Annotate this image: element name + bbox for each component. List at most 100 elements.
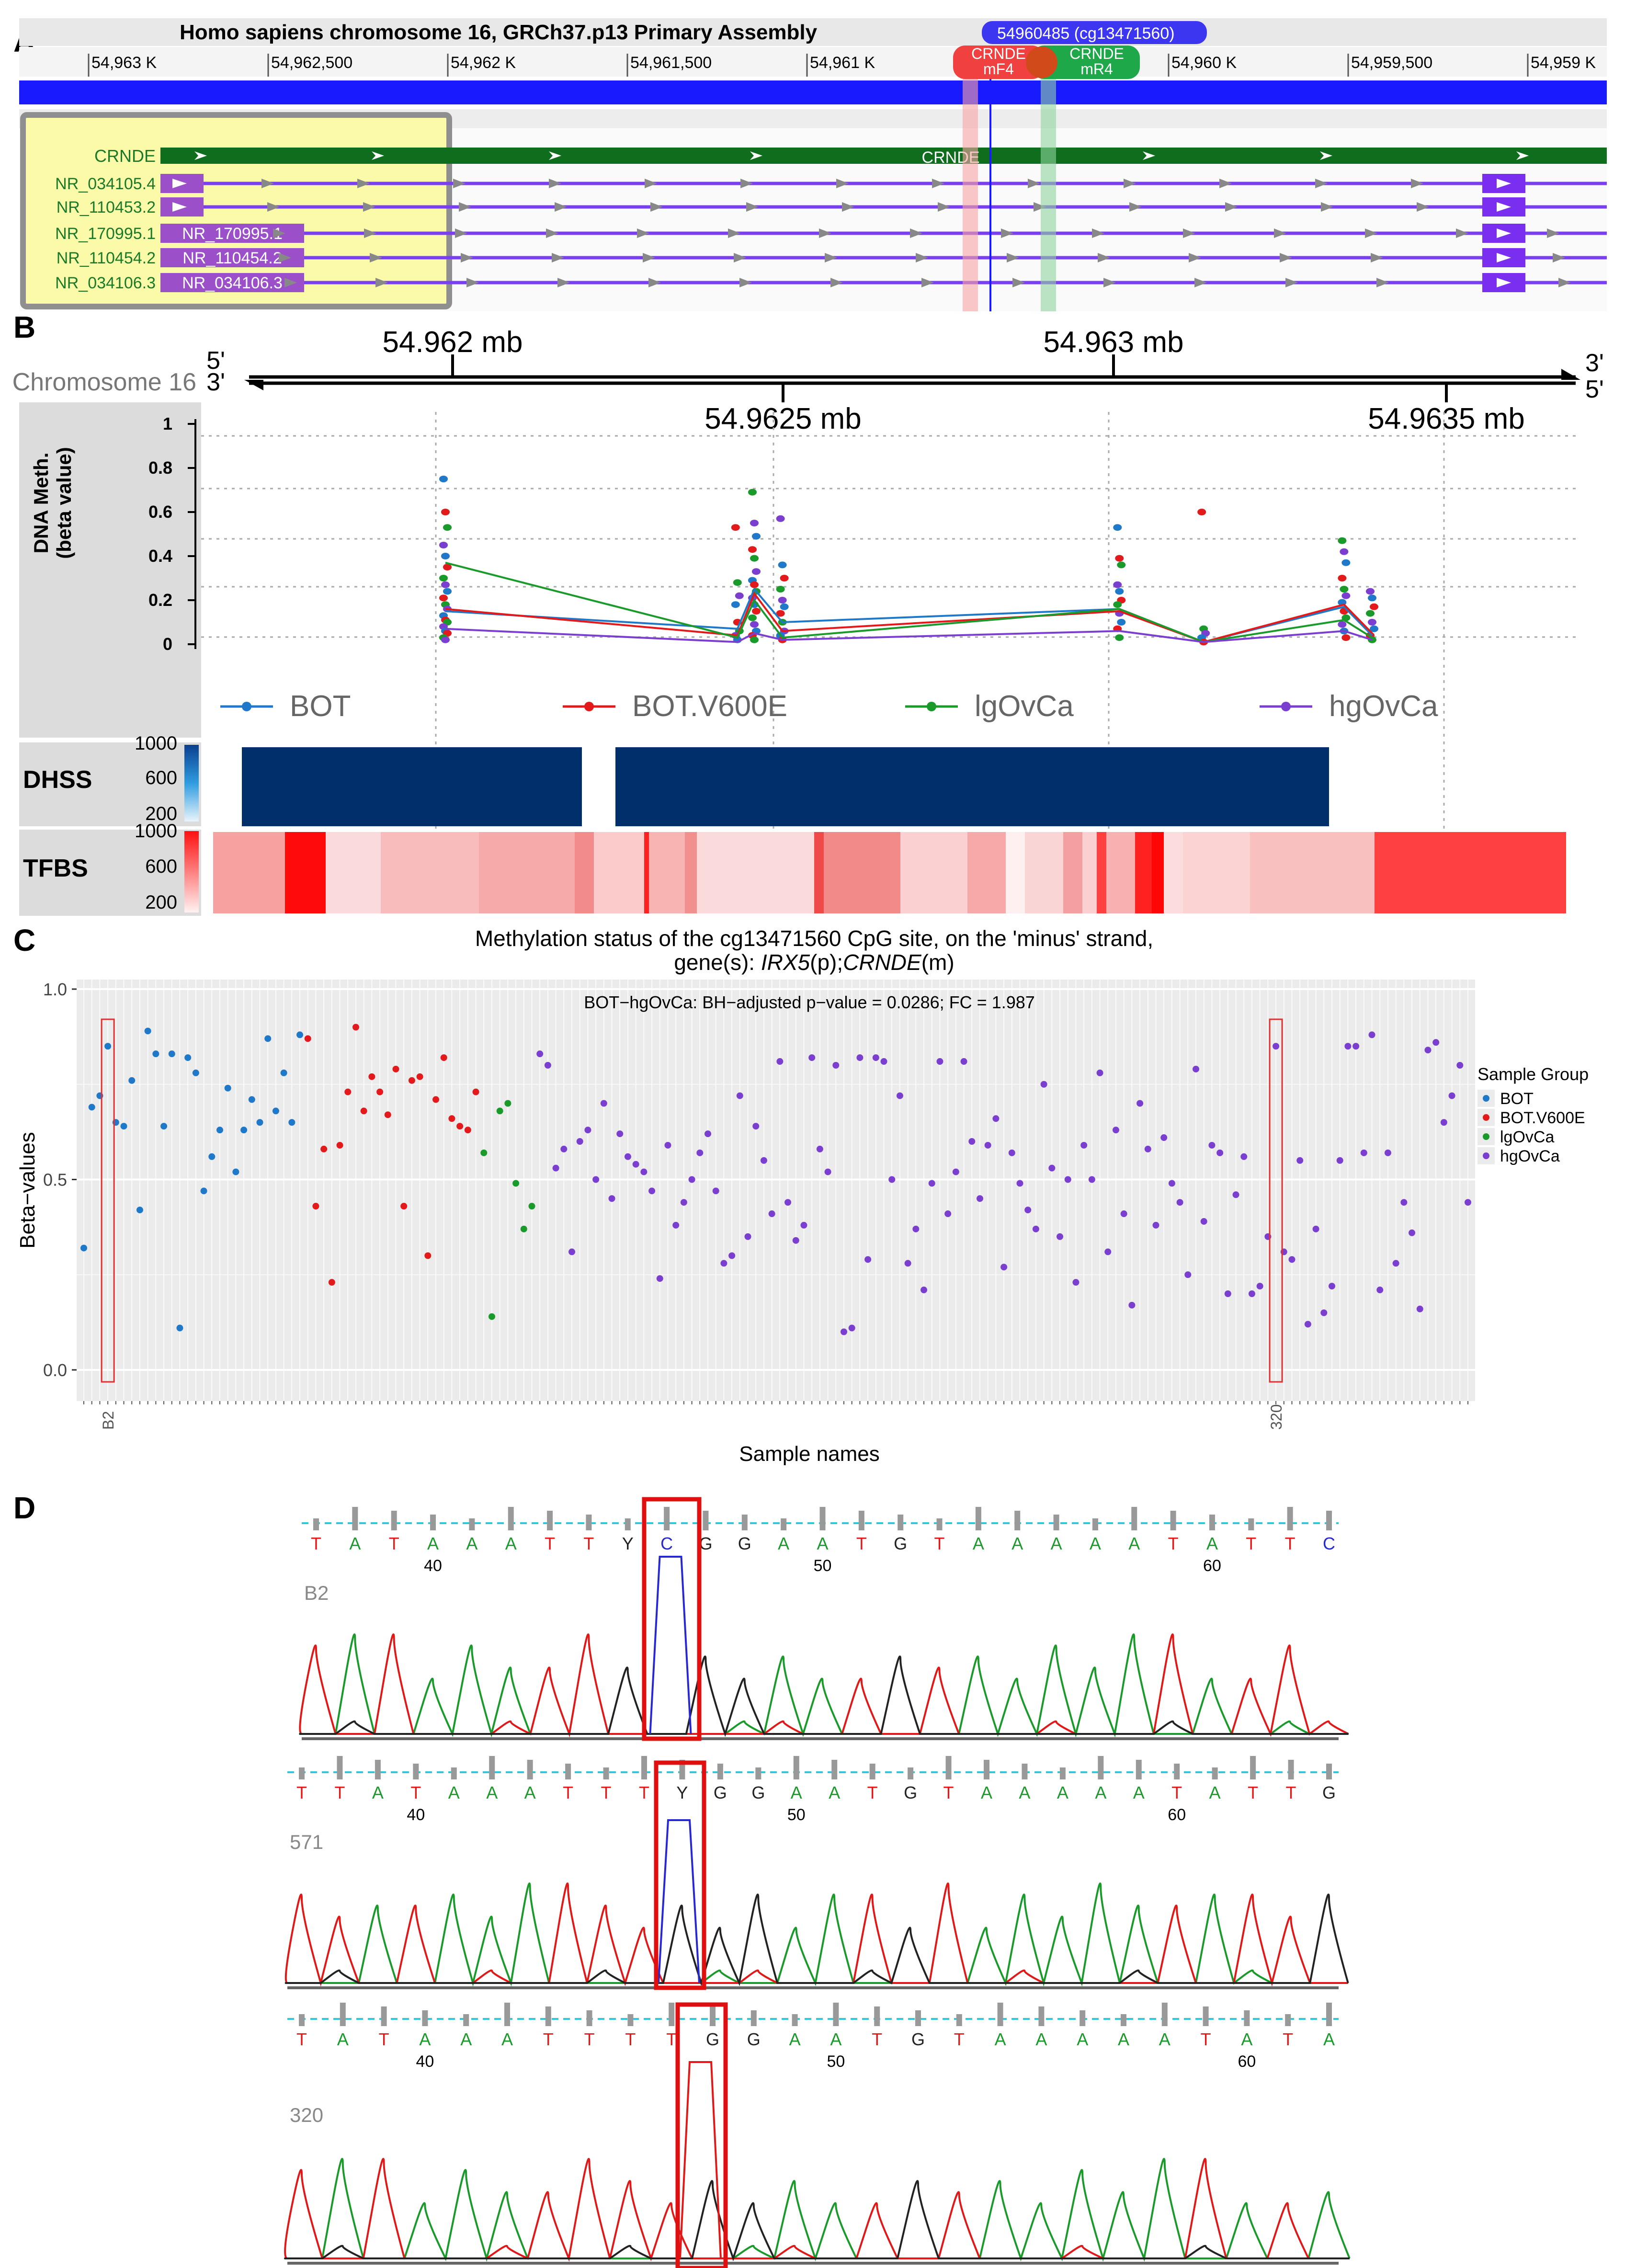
scatter-point [888, 1176, 896, 1183]
scatter-point [1440, 1119, 1447, 1126]
legend-label: BOT [1500, 1090, 1534, 1108]
sample-name: 320 [290, 2104, 323, 2126]
scatter-point [696, 1149, 704, 1156]
scatter-point [1376, 1287, 1384, 1294]
base-call: A [1323, 2029, 1335, 2049]
base-call: T [1246, 1534, 1256, 1553]
region-mr4-label2: mR4 [1080, 60, 1113, 78]
quality-bar [1174, 1764, 1180, 1779]
scatter-point [992, 1115, 1000, 1122]
tfbs-scale-1000: 1000 [135, 821, 177, 842]
legend-marker [242, 702, 251, 711]
meth-point [1366, 588, 1375, 595]
tfbs-segment [814, 832, 824, 913]
quality-bar [313, 1518, 319, 1530]
scatter-point [248, 1096, 255, 1103]
base-call: A [372, 1783, 384, 1802]
tfbs-segment [644, 832, 649, 913]
base-call: G [747, 2029, 761, 2049]
meth-point [1338, 621, 1347, 628]
sample-tick-label: B2 [100, 1411, 117, 1430]
scatter-point [80, 1244, 87, 1252]
scatter-point [384, 1111, 391, 1118]
primer-r-band [1041, 67, 1056, 311]
probe-marker[interactable] [982, 21, 1207, 44]
meth-y-tick-label: 0 [163, 634, 172, 654]
scatter-point [1296, 1157, 1304, 1164]
scatter-point [816, 1145, 823, 1152]
strand-arrow [364, 228, 376, 238]
scatter-point [488, 1313, 495, 1320]
legend-title: Sample Group [1477, 1064, 1589, 1084]
meth-y-tick-label: 0.4 [148, 546, 172, 566]
scatter-point [304, 1035, 311, 1042]
base-call: A [1057, 1783, 1068, 1802]
scatter-point [128, 1077, 136, 1084]
scatter-point [1032, 1225, 1039, 1232]
gene-arrow [750, 151, 762, 160]
trace-peak-line [299, 1633, 1349, 1738]
crnde-gene-bar[interactable] [160, 148, 1607, 164]
scatter-point [1024, 1207, 1032, 1214]
base-call: A [981, 1783, 992, 1802]
scatter-point [736, 1092, 743, 1099]
base-call: T [1168, 1534, 1179, 1553]
scatter-point [1409, 1229, 1416, 1236]
base-call: A [789, 2029, 801, 2049]
scatter-point [712, 1187, 719, 1195]
scatter-point [408, 1077, 415, 1084]
quality-bar [586, 1515, 592, 1530]
scatter-point [1064, 1176, 1071, 1183]
scatter-point [664, 1141, 671, 1149]
meth-point [752, 533, 761, 540]
quality-bar [1287, 1507, 1293, 1530]
exon-arrow [172, 202, 187, 212]
scatter-point [776, 1058, 784, 1065]
base-call: A [337, 2029, 349, 2049]
scatter-point [400, 1203, 408, 1210]
meth-point [1117, 561, 1126, 569]
scatter-point [1448, 1092, 1455, 1099]
tfbs-segment [594, 832, 644, 913]
scatter-y-tick-label: 0.0 [43, 1360, 67, 1380]
meth-point [441, 581, 450, 588]
title-pre: gene(s): [674, 950, 761, 975]
scatter-point [1160, 1134, 1168, 1141]
gene-arrow [194, 151, 207, 160]
scatter-point [1168, 1180, 1175, 1187]
meth-ytitle-2: (beta value) [53, 447, 75, 558]
strand-3-top-right: 3' [1585, 349, 1604, 377]
dhss-scale-200: 200 [145, 803, 177, 824]
legend-dot [1483, 1114, 1489, 1121]
gene-arrow [372, 151, 384, 160]
base-call: T [296, 2029, 307, 2049]
quality-bar [1014, 1511, 1021, 1530]
scatter-point [272, 1107, 279, 1115]
strand-arrow [1553, 253, 1565, 262]
scatter-point [1184, 1271, 1192, 1278]
tfbs-segment [1097, 832, 1106, 913]
region-mf4-label2: mF4 [983, 60, 1014, 78]
legend-label: BOT.V600E [632, 690, 787, 723]
scatter-point [184, 1054, 192, 1061]
strand-arrow [842, 202, 854, 212]
tfbs-segment [381, 832, 479, 913]
region-overlap-marker [1026, 46, 1057, 78]
region-crnde-mf4[interactable] [953, 46, 1044, 79]
tfbs-segment [1375, 832, 1566, 913]
quality-bar [1212, 1767, 1218, 1779]
tfbs-segment [1250, 832, 1375, 913]
scatter-point [904, 1260, 911, 1267]
scatter-annotation: BOT−hgOvCa: BH−adjusted p−value = 0.0286… [584, 992, 1035, 1012]
dhss-block [242, 747, 582, 826]
scatter-point [368, 1073, 375, 1080]
strand-arrow [1225, 202, 1238, 212]
strand-arrow [1274, 228, 1286, 238]
meth-point [733, 579, 742, 586]
region-crnde-mr4[interactable] [1032, 46, 1140, 79]
ruler-tick-label: 54,961,500 [630, 54, 712, 72]
scatter-point [752, 1123, 760, 1130]
strand-arrow [740, 179, 753, 188]
panel-c-title-2: gene(s): IRX5(p);CRNDE(m) [674, 950, 954, 975]
